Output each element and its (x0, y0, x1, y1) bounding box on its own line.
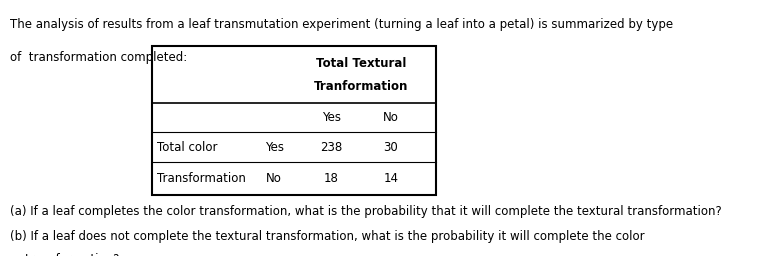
Text: transformation?: transformation? (10, 253, 119, 256)
Text: Yes: Yes (265, 141, 284, 154)
Text: Total Textural: Total Textural (316, 57, 406, 70)
Text: (a) If a leaf completes the color transformation, what is the probability that i: (a) If a leaf completes the color transf… (10, 205, 722, 218)
Text: 18: 18 (323, 172, 339, 185)
Text: of  transformation completed:: of transformation completed: (10, 51, 187, 64)
Text: 14: 14 (383, 172, 398, 185)
Text: 30: 30 (383, 141, 398, 154)
Text: 238: 238 (320, 141, 342, 154)
Text: No: No (266, 172, 282, 185)
Text: Total color: Total color (158, 141, 218, 154)
Text: Tranformation: Tranformation (313, 80, 408, 93)
Text: The analysis of results from a leaf transmutation experiment (turning a leaf int: The analysis of results from a leaf tran… (10, 18, 673, 31)
Text: (b) If a leaf does not complete the textural transformation, what is the probabi: (b) If a leaf does not complete the text… (10, 230, 644, 243)
Text: Transformation: Transformation (158, 172, 247, 185)
Text: Yes: Yes (322, 111, 341, 124)
Text: No: No (383, 111, 398, 124)
